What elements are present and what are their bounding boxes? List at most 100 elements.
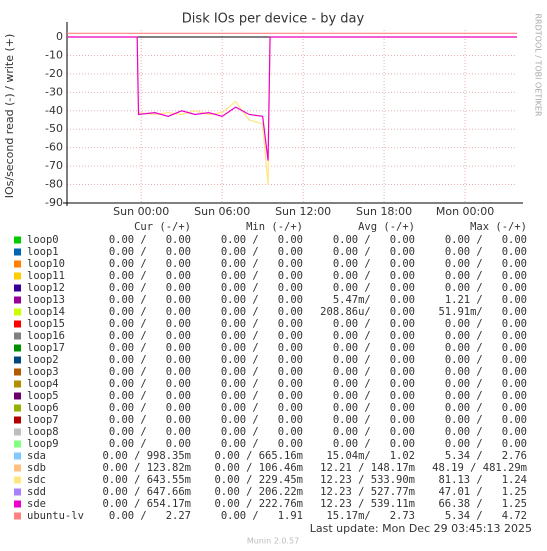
legend-value: 0.00 / 0.00 xyxy=(333,438,415,450)
legend-value: 81.13 / 1.24 xyxy=(438,474,527,486)
legend-value: 0.00 / 0.00 xyxy=(221,318,303,330)
footer: Munin 2.0.57 xyxy=(247,537,299,546)
legend-value: 0.00 / 0.00 xyxy=(445,354,527,366)
legend-name: sda xyxy=(27,450,46,462)
legend-value: 0.00 / 0.00 xyxy=(109,294,191,306)
legend-swatch xyxy=(14,500,21,508)
legend-name: loop3 xyxy=(27,366,59,378)
legend-value: 0.00 / 665.16m xyxy=(214,450,303,462)
legend-value: 0.00 / 654.17m xyxy=(102,498,191,510)
y-tick-label: -50 xyxy=(45,122,63,135)
x-tick-label: Sun 00:00 xyxy=(113,205,169,218)
legend-value: 0.00 / 0.00 xyxy=(333,414,415,426)
legend-name: loop5 xyxy=(27,390,59,402)
column-header: Avg (-/+) xyxy=(358,221,415,233)
legend-value: 0.00 / 0.00 xyxy=(445,246,527,258)
legend-swatch xyxy=(14,356,21,364)
legend-value: 0.00 / 0.00 xyxy=(445,318,527,330)
legend-value: 0.00 / 0.00 xyxy=(221,330,303,342)
legend-swatch xyxy=(14,272,21,280)
legend-value: 0.00 / 222.76m xyxy=(214,498,303,510)
legend-name: loop17 xyxy=(27,342,65,354)
legend-value: 0.00 / 0.00 xyxy=(109,270,191,282)
legend-swatch xyxy=(14,308,21,316)
legend-name: sdd xyxy=(27,486,46,498)
legend-name: loop14 xyxy=(27,306,65,318)
legend-value: 0.00 / 0.00 xyxy=(445,258,527,270)
legend-value: 0.00 / 0.00 xyxy=(333,390,415,402)
legend-value: 0.00 / 0.00 xyxy=(109,246,191,258)
x-tick-label: Sun 06:00 xyxy=(194,205,250,218)
legend-swatch xyxy=(14,260,21,268)
legend-value: 0.00 / 0.00 xyxy=(445,402,527,414)
y-tick-label: -80 xyxy=(45,178,63,191)
legend-value: 0.00 / 0.00 xyxy=(333,246,415,258)
legend-name: loop0 xyxy=(27,234,59,246)
legend-value: 0.00 / 0.00 xyxy=(333,402,415,414)
legend-swatch xyxy=(14,344,21,352)
legend-value: 0.00 / 647.66m xyxy=(102,486,191,498)
legend-value: 12.23 / 533.90m xyxy=(320,474,415,486)
legend-value: 0.00 / 0.00 xyxy=(445,366,527,378)
y-tick-label: -30 xyxy=(45,85,63,98)
column-header: Min (-/+) xyxy=(246,221,303,233)
legend-value: 51.91m/ 0.00 xyxy=(438,306,527,318)
y-tick-label: -60 xyxy=(45,141,63,154)
column-header: Max (-/+) xyxy=(470,221,527,233)
legend-value: 0.00 / 0.00 xyxy=(333,270,415,282)
y-tick-label: 0 xyxy=(56,30,63,43)
y-tick-label: -40 xyxy=(45,104,63,117)
legend-value: 0.00 / 0.00 xyxy=(333,282,415,294)
legend-name: loop13 xyxy=(27,294,65,306)
legend-value: 0.00 / 0.00 xyxy=(445,378,527,390)
legend-name: loop12 xyxy=(27,282,65,294)
legend-name: loop9 xyxy=(27,438,59,450)
legend-swatch xyxy=(14,416,21,424)
legend-value: 0.00 / 0.00 xyxy=(109,378,191,390)
legend-value: 0.00 / 0.00 xyxy=(109,258,191,270)
series-line xyxy=(67,36,517,161)
legend-value: 0.00 / 0.00 xyxy=(109,306,191,318)
legend-value: 0.00 / 0.00 xyxy=(445,342,527,354)
legend-value: 15.17m/ 2.73 xyxy=(326,510,415,522)
legend-value: 0.00 / 0.00 xyxy=(445,390,527,402)
legend-value: 5.34 / 2.76 xyxy=(445,450,527,462)
legend-swatch xyxy=(14,284,21,292)
legend-swatch xyxy=(14,440,21,448)
legend-value: 0.00 / 0.00 xyxy=(333,234,415,246)
legend-value: 0.00 / 229.45m xyxy=(214,474,303,486)
last-update: Last update: Mon Dec 29 03:45:13 2025 xyxy=(310,522,532,535)
legend-value: 0.00 / 0.00 xyxy=(333,378,415,390)
legend-name: loop11 xyxy=(27,270,65,282)
legend-value: 0.00 / 0.00 xyxy=(221,258,303,270)
legend-swatch xyxy=(14,512,21,520)
legend-value: 0.00 / 206.22m xyxy=(214,486,303,498)
legend-value: 0.00 / 998.35m xyxy=(102,450,191,462)
legend-name: loop7 xyxy=(27,414,59,426)
x-tick-label: Sun 12:00 xyxy=(275,205,331,218)
legend-value: 0.00 / 2.27 xyxy=(109,510,191,522)
legend-value: 47.01 / 1.25 xyxy=(438,486,527,498)
legend-value: 48.19 / 481.29m xyxy=(432,462,527,474)
legend-name: loop4 xyxy=(27,378,59,390)
legend-name: loop1 xyxy=(27,246,59,258)
legend-swatch xyxy=(14,488,21,496)
legend-value: 0.00 / 0.00 xyxy=(109,438,191,450)
legend-name: loop8 xyxy=(27,426,59,438)
legend-value: 0.00 / 0.00 xyxy=(221,426,303,438)
legend-value: 0.00 / 106.46m xyxy=(214,462,303,474)
legend-value: 5.34 / 4.72 xyxy=(445,510,527,522)
chart-title: Disk IOs per device - by day xyxy=(182,12,365,27)
x-tick-label: Mon 00:00 xyxy=(436,205,494,218)
legend-value: 0.00 / 0.00 xyxy=(221,294,303,306)
legend-value: 0.00 / 0.00 xyxy=(221,342,303,354)
legend-swatch xyxy=(14,476,21,484)
legend-name: loop16 xyxy=(27,330,65,342)
legend-value: 0.00 / 0.00 xyxy=(109,390,191,402)
legend-name: loop6 xyxy=(27,402,59,414)
y-axis-label: IOs/second read (-) / write (+) xyxy=(3,34,16,199)
legend-name: loop2 xyxy=(27,354,59,366)
legend-value: 0.00 / 0.00 xyxy=(333,366,415,378)
legend-swatch xyxy=(14,248,21,256)
